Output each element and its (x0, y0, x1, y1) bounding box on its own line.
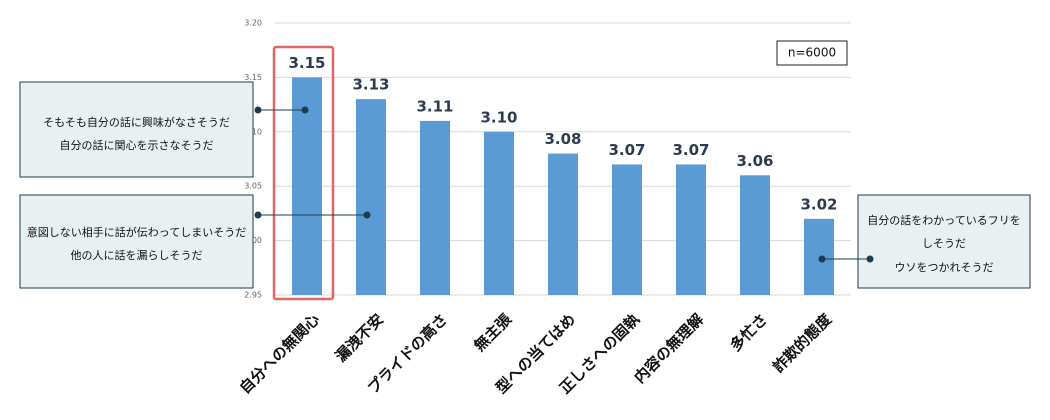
value-label: 3.02 (800, 195, 837, 213)
value-label: 3.11 (416, 97, 453, 115)
bar (612, 164, 642, 295)
bar (740, 175, 770, 295)
annotation-text: そもそも自分の話に興味がなさそうだ (43, 115, 230, 129)
annotation-box (857, 194, 1031, 289)
annotation-text: 意図しない相手に話が伝わってしまいそうだ (27, 225, 246, 239)
connector-dot (818, 255, 826, 263)
value-label: 3.06 (736, 152, 773, 170)
value-label: 3.07 (672, 141, 709, 159)
x-tick-label: 無主張 (470, 310, 515, 355)
annotation-text: 自分の話をわかっているフリを (867, 213, 1020, 227)
y-tick-label: 3.15 (244, 73, 262, 82)
x-tick-label: 漏洩不安 (332, 310, 387, 365)
annotation-text: 自分の話に関心を示さなそうだ (60, 138, 214, 152)
x-tick-label: 内容の無理解 (631, 310, 707, 386)
connector-dot (363, 211, 371, 219)
value-label: 3.08 (544, 130, 581, 148)
connector-dot (254, 211, 262, 219)
bar (356, 99, 386, 295)
sample-box (776, 40, 848, 66)
y-tick-label: 3.20 (244, 19, 262, 28)
highlight (272, 45, 335, 301)
x-tick-label: 詐欺的態度 (769, 310, 835, 376)
value-label: 3.07 (608, 141, 645, 159)
sample-note: n=6000 (788, 46, 836, 60)
bar (676, 164, 706, 295)
value-label: 3.13 (352, 76, 389, 94)
bar (420, 120, 450, 295)
x-tick-label: 自分への無関心 (236, 310, 323, 397)
y-tick-label: 2.95 (244, 291, 262, 300)
value-label: 3.15 (288, 54, 325, 72)
y-tick-label: 3.05 (244, 182, 262, 191)
annotation-text: しそうだ (922, 237, 966, 250)
bar (804, 218, 834, 295)
annotation-box (19, 81, 254, 178)
annotation-text: ウソをつかれそうだ (895, 261, 994, 274)
bar (292, 77, 322, 296)
annotation-text: 他の人に話を漏らしそうだ (71, 248, 203, 262)
connector-dot (301, 106, 309, 114)
annotation-box (19, 194, 254, 289)
value-label: 3.10 (480, 108, 517, 126)
connector-dot (254, 106, 262, 114)
bar (484, 131, 514, 295)
x-tick-label: 多忙さ (726, 310, 771, 355)
bar (548, 153, 578, 295)
connector-dot (866, 255, 874, 263)
